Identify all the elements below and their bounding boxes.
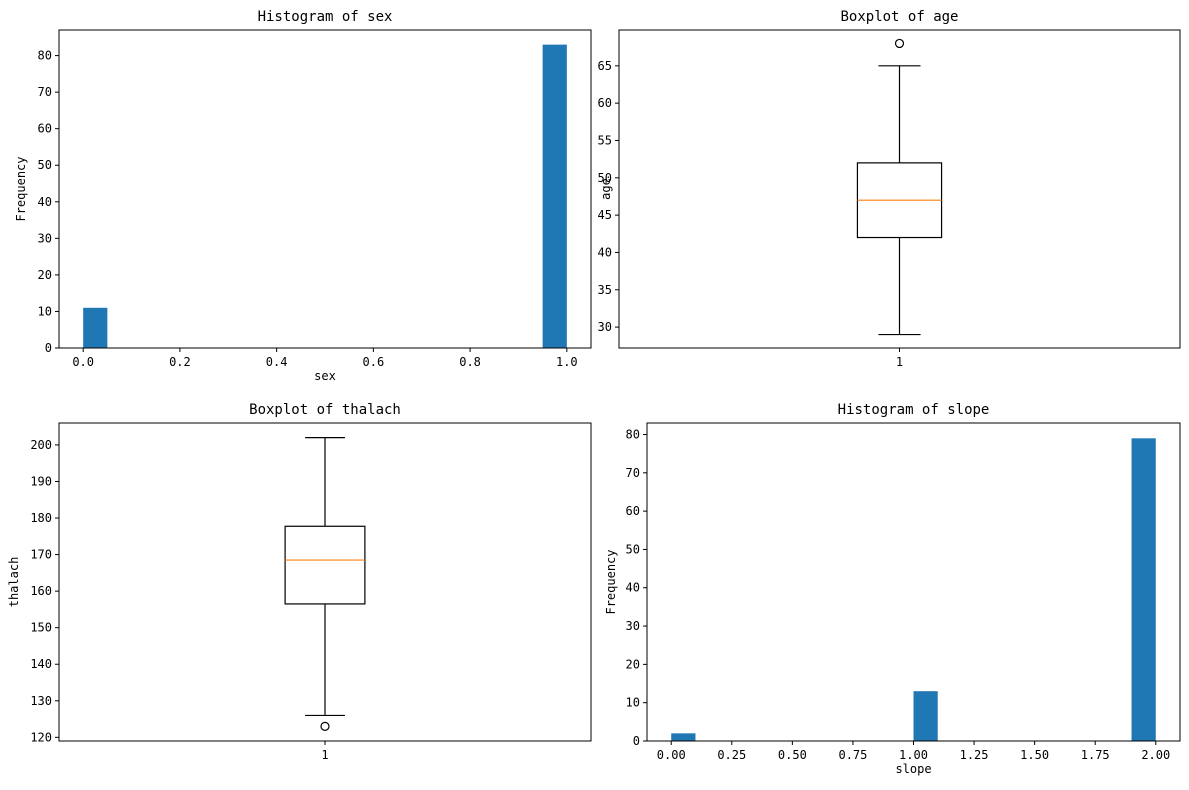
- chart-3-xtick-label: 0.75: [838, 748, 867, 762]
- chart-2-ytick-label: 130: [30, 694, 52, 708]
- chart-3-xtick-label: 0.50: [778, 748, 807, 762]
- chart-0-xlabel: sex: [314, 369, 336, 383]
- chart-3-ytick-label: 70: [626, 466, 640, 480]
- chart-2-ytick-label: 140: [30, 657, 52, 671]
- chart-2-box: [284, 525, 366, 605]
- chart-3-ylabel: Frequency: [604, 549, 618, 614]
- chart-1-ytick-label: 60: [598, 96, 612, 110]
- chart-3-xtick-label: 1.75: [1081, 748, 1110, 762]
- chart-0-xtick-label: 0.6: [363, 355, 385, 369]
- chart-1-ytick-label: 55: [598, 133, 612, 147]
- chart-0-xtick-label: 0.4: [266, 355, 288, 369]
- chart-2-ylabel: thalach: [7, 557, 21, 608]
- chart-3-xtick-label: 0.00: [657, 748, 686, 762]
- chart-3-ytick-label: 20: [626, 657, 640, 671]
- chart-1-ytick-label: 50: [598, 171, 612, 185]
- chart-0-ytick-label: 60: [38, 122, 52, 136]
- chart-0-title: Histogram of sex: [258, 9, 393, 25]
- chart-0-bar: [542, 44, 567, 348]
- chart-0-ytick-label: 10: [38, 304, 52, 318]
- chart-2-axes-frame: [58, 422, 592, 742]
- chart-3-bar: [913, 691, 938, 741]
- boxplot-age-panel: Boxplot of age 30 35 40 45 50 55 60 65 age 1: [598, 9, 1181, 369]
- chart-2-ytick-label: 200: [30, 438, 52, 452]
- chart-2-title: Boxplot of thalach: [249, 402, 401, 418]
- chart-2-ytick-label: 160: [30, 584, 52, 598]
- chart-3-ytick-label: 0: [633, 734, 640, 748]
- chart-3-ytick-label: 10: [626, 696, 640, 710]
- chart-3-xtick-label: 1.50: [1020, 748, 1049, 762]
- chart-0-ytick-label: 40: [38, 195, 52, 209]
- chart-0-ytick-label: 0: [45, 341, 52, 355]
- chart-1-ytick-label: 65: [598, 59, 612, 73]
- chart-2-ytick-label: 190: [30, 474, 52, 488]
- chart-3-bar: [1131, 438, 1156, 741]
- chart-1-ytick-label: 30: [598, 320, 612, 334]
- chart-1-title: Boxplot of age: [840, 9, 958, 25]
- chart-0-xtick-label: 0.2: [169, 355, 191, 369]
- chart-3-xtick-label: 2.00: [1141, 748, 1170, 762]
- chart-2-xtick-label: 1: [321, 748, 328, 762]
- chart-2-flier: [320, 721, 330, 731]
- chart-0-ytick-label: 70: [38, 85, 52, 99]
- chart-3-xtick-label: 1.00: [899, 748, 928, 762]
- chart-2-ytick-label: 180: [30, 511, 52, 525]
- chart-0-xtick-label: 0.8: [459, 355, 481, 369]
- chart-2-ytick-label: 150: [30, 621, 52, 635]
- chart-1-xtick-label: 1: [896, 355, 903, 369]
- chart-0-xtick-label: 1.0: [556, 355, 578, 369]
- chart-0-ytick-label: 30: [38, 231, 52, 245]
- chart-3-ytick-label: 50: [626, 542, 640, 556]
- chart-1-flier: [894, 38, 905, 49]
- chart-3-ytick-label: 60: [626, 504, 640, 518]
- chart-3-xtick-label: 0.25: [717, 748, 746, 762]
- chart-3-bar: [671, 733, 696, 741]
- histogram-slope-panel: Histogram of slope 0 10 20 30 40 50 60 70 80 Frequ…: [604, 402, 1181, 776]
- chart-0-ylabel: Frequency: [14, 156, 28, 221]
- chart-3-ytick-label: 40: [626, 581, 640, 595]
- chart-0-ytick-label: 80: [38, 49, 52, 63]
- chart-0-xtick-label: 0.0: [72, 355, 94, 369]
- chart-3-axes-frame: [646, 422, 1181, 742]
- chart-1-ytick-label: 40: [598, 245, 612, 259]
- chart-1-axes-frame: [618, 29, 1181, 349]
- boxplot-thalach-panel: Boxplot of thalach 120 130 140 150 160 170 180 1…: [7, 402, 592, 762]
- chart-3-xtick-label: 1.25: [960, 748, 989, 762]
- chart-2-ytick-label: 170: [30, 548, 52, 562]
- chart-0-ytick-label: 50: [38, 158, 52, 172]
- chart-1-ytick-label: 45: [598, 208, 612, 222]
- chart-0-axes-frame: [58, 29, 592, 349]
- chart-3-ytick-label: 30: [626, 619, 640, 633]
- chart-0-ytick-label: 20: [38, 268, 52, 282]
- chart-1-ytick-label: 35: [598, 283, 612, 297]
- chart-3-title: Histogram of slope: [838, 402, 990, 418]
- chart-0-bar: [83, 307, 108, 348]
- histogram-sex-panel: Histogram of sex 0 10 20 30 40 50 60 70 80 Frequen…: [14, 9, 592, 383]
- chart-1-ylabel: age: [599, 178, 613, 200]
- chart-3-xlabel: slope: [895, 762, 931, 776]
- chart-2-ytick-label: 120: [30, 730, 52, 744]
- chart-3-ytick-label: 80: [626, 427, 640, 441]
